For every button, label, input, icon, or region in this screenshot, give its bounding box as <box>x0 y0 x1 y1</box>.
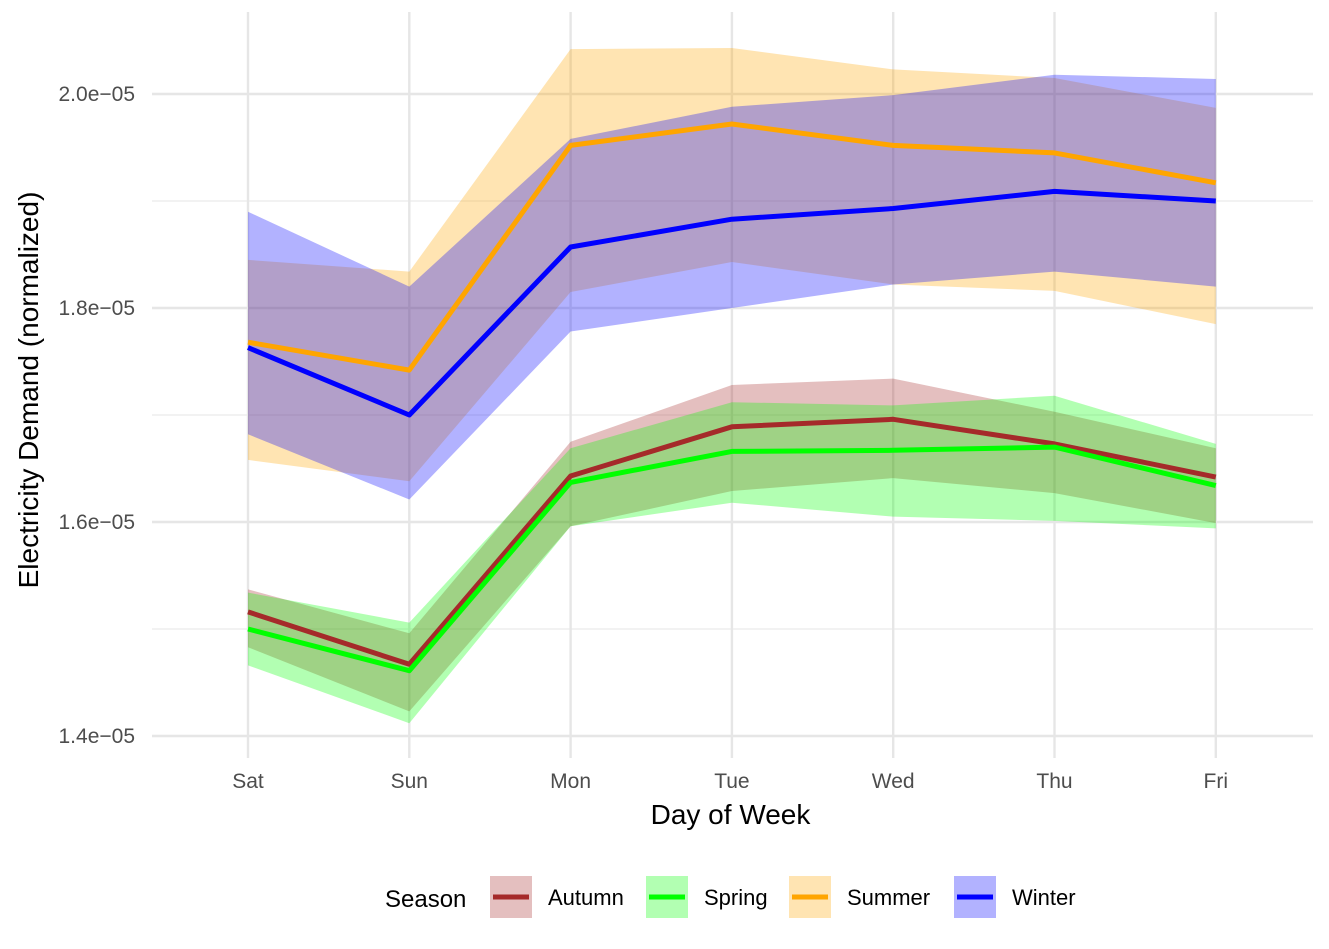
legend-item-autumn: Autumn <box>490 876 624 918</box>
x-tick-label-sat: Sat <box>232 770 264 793</box>
grid <box>152 12 1313 758</box>
legend: Season Autumn Spring Summer Winter <box>385 876 1076 918</box>
ribbon-spring <box>248 395 1216 724</box>
y-tick-label: 2.0e−05 <box>59 83 136 106</box>
x-axis-title: Day of Week <box>651 799 812 830</box>
legend-label: Spring <box>704 885 768 910</box>
y-axis-title: Electricity Demand (normalized) <box>13 192 44 589</box>
line-winter <box>247 188 1216 418</box>
legend-item-winter: Winter <box>954 876 1076 918</box>
axes: 1.4e−05 1.6e−05 1.8e−05 2.0e−05 Sat Sun Mon Tue… <box>59 83 1229 793</box>
ribbon-winter <box>248 74 1216 500</box>
line-spring <box>247 444 1217 674</box>
series-lines <box>247 121 1217 674</box>
legend-label: Winter <box>1012 885 1076 910</box>
line-summer <box>247 121 1217 373</box>
ribbons <box>248 48 1216 724</box>
y-tick-label: 1.6e−05 <box>59 511 136 534</box>
legend-item-spring: Spring <box>646 876 768 918</box>
ribbon-summer <box>248 48 1216 482</box>
y-tick-label: 1.4e−05 <box>59 725 136 748</box>
legend-label: Summer <box>847 885 930 910</box>
x-tick-label-mon: Mon <box>550 770 591 793</box>
y-tick-label: 1.8e−05 <box>59 297 136 320</box>
x-tick-label-fri: Fri <box>1204 770 1229 793</box>
line-autumn <box>247 416 1217 667</box>
legend-title: Season <box>385 886 466 913</box>
legend-item-summer: Summer <box>789 876 930 918</box>
legend-label: Autumn <box>548 885 624 910</box>
x-tick-label-sun: Sun <box>391 770 428 793</box>
x-tick-label-tue: Tue <box>714 770 749 793</box>
ribbon-autumn <box>248 378 1216 712</box>
x-tick-label-thu: Thu <box>1036 770 1072 793</box>
x-tick-label-wed: Wed <box>872 770 915 793</box>
